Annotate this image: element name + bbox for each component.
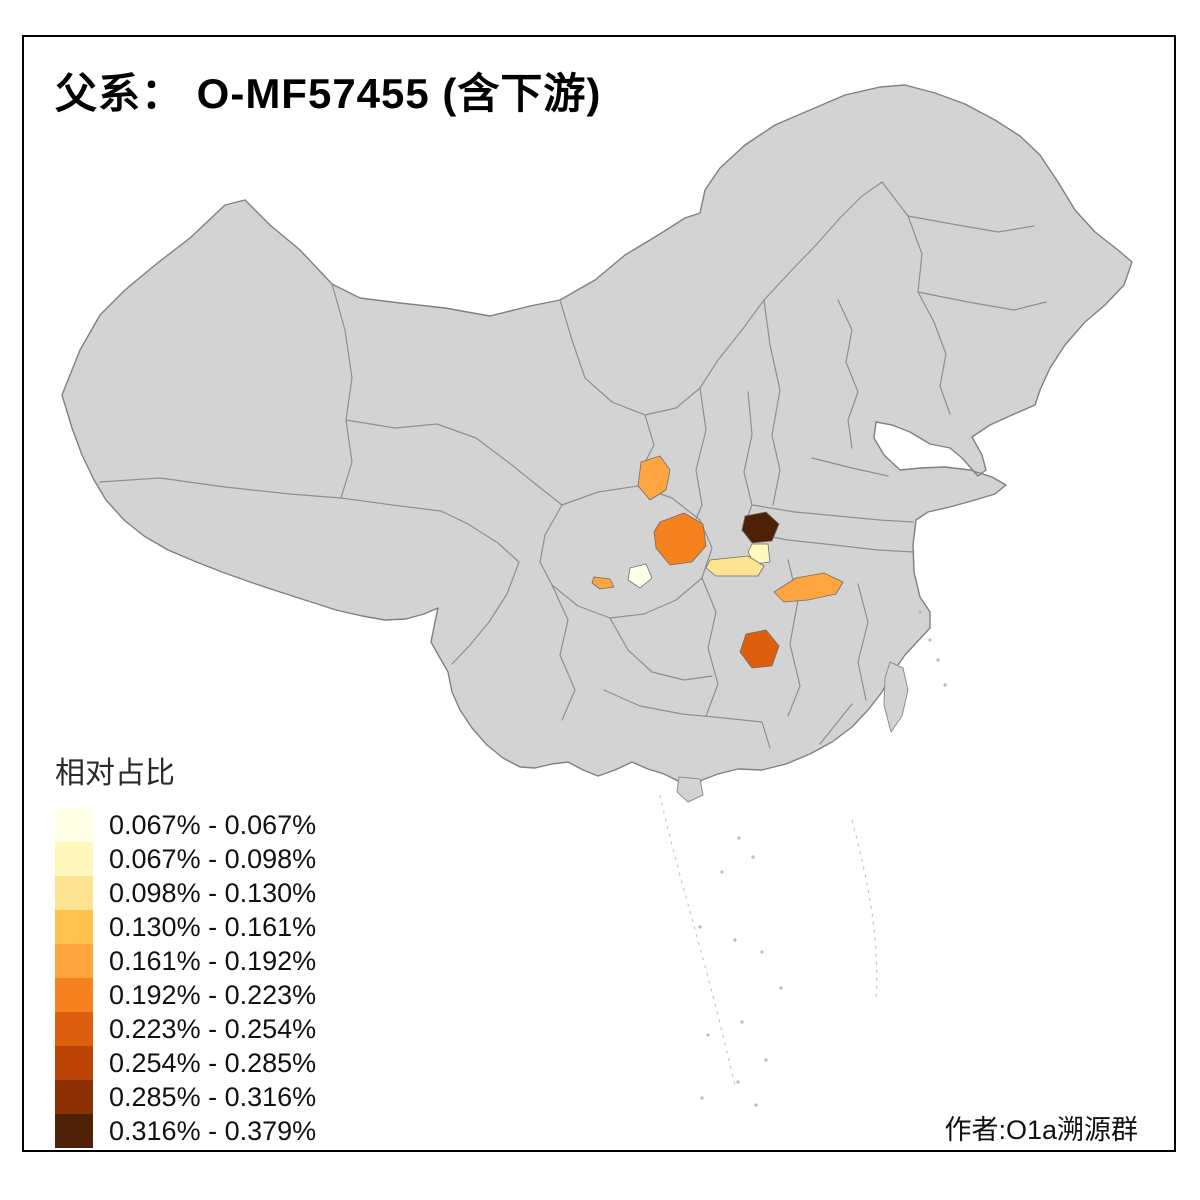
- legend-swatch: [55, 808, 93, 842]
- hainan-island: [676, 776, 704, 803]
- legend-item: 0.098% - 0.130%: [55, 876, 316, 910]
- province-borders: [99, 181, 1047, 749]
- legend-item: 0.161% - 0.192%: [55, 944, 316, 978]
- south-china-sea-islands: [659, 794, 878, 1107]
- legend-label: 0.254% - 0.285%: [109, 1048, 317, 1078]
- legend-label: 0.316% - 0.379%: [109, 1116, 317, 1146]
- highlighted-regions: [591, 455, 844, 669]
- legend-label: 0.067% - 0.067%: [109, 810, 317, 840]
- legend-item: 0.285% - 0.316%: [55, 1080, 316, 1114]
- map-highlight-region-8: [773, 572, 844, 603]
- map-highlight-region-5: [705, 555, 765, 577]
- legend-swatch: [55, 944, 93, 978]
- legend-swatch: [55, 876, 93, 910]
- map-highlight-region-9: [739, 629, 780, 669]
- author-credit: 作者:O1a溯源群: [944, 1115, 1138, 1145]
- page-title: 父系： O-MF57455 (含下游): [55, 70, 602, 117]
- legend-item: 0.254% - 0.285%: [55, 1046, 316, 1080]
- islands: [676, 610, 947, 803]
- legend-item: 0.192% - 0.223%: [55, 978, 316, 1012]
- map-highlight-region-6: [627, 563, 653, 589]
- legend: 相对占比 0.067% - 0.067% 0.067% - 0.098% 0.0…: [55, 748, 316, 1148]
- legend-swatch: [55, 1114, 93, 1148]
- legend-swatch: [55, 910, 93, 944]
- legend-swatch: [55, 1012, 93, 1046]
- legend-item: 0.067% - 0.067%: [55, 808, 316, 842]
- legend-item: 0.316% - 0.379%: [55, 1114, 316, 1148]
- legend-item: 0.130% - 0.161%: [55, 910, 316, 944]
- taiwan-island: [883, 661, 909, 733]
- legend-swatch: [55, 1046, 93, 1080]
- legend-title: 相对占比: [55, 757, 175, 790]
- legend-label: 0.285% - 0.316%: [109, 1082, 317, 1112]
- legend-swatch: [55, 978, 93, 1012]
- map-highlight-region-1: [637, 455, 671, 501]
- map-highlight-region-3: [741, 511, 780, 544]
- legend-item: 0.067% - 0.098%: [55, 842, 316, 876]
- legend-label: 0.130% - 0.161%: [109, 912, 317, 942]
- legend-label: 0.098% - 0.130%: [109, 878, 317, 908]
- map-highlight-region-7: [591, 576, 615, 590]
- mainland-outline: [61, 84, 1133, 791]
- legend-swatch: [55, 842, 93, 876]
- legend-label: 0.192% - 0.223%: [109, 980, 317, 1010]
- legend-item: 0.223% - 0.254%: [55, 1012, 316, 1046]
- map-highlight-region-2: [653, 512, 707, 566]
- legend-label: 0.223% - 0.254%: [109, 1014, 317, 1044]
- legend-swatch: [55, 1080, 93, 1114]
- legend-label: 0.161% - 0.192%: [109, 946, 317, 976]
- legend-label: 0.067% - 0.098%: [109, 844, 317, 874]
